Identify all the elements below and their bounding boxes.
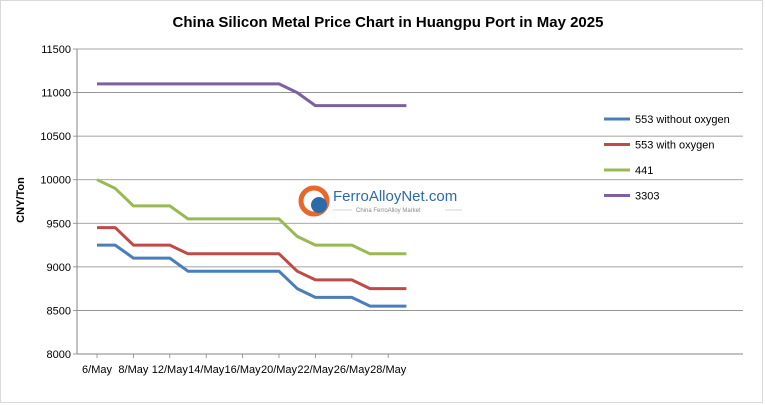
- x-tick-label: 8/May: [118, 364, 148, 376]
- series-line-3: [96, 178, 407, 256]
- legend: 553 without oxygen 553 with oxygen 441 3303: [604, 114, 730, 203]
- legend-label-2: 553 with oxygen: [635, 140, 715, 152]
- y-axis-title: CNY/Ton: [15, 177, 27, 223]
- series-line-4: [97, 82, 407, 108]
- y-tick-label: 9500: [47, 218, 71, 230]
- axes: [76, 49, 743, 355]
- logo-core-icon: [311, 197, 327, 213]
- watermark-name: FerroAlloyNet.com: [333, 188, 457, 205]
- x-tick-label: 20/May: [261, 364, 298, 376]
- x-tick-label: 28/May: [370, 364, 407, 376]
- series-line-2: [97, 226, 407, 291]
- watermark-tagline: China FerroAlloy Market: [356, 208, 421, 214]
- x-tick-label: 22/May: [297, 364, 334, 376]
- legend-label-3: 441: [635, 165, 653, 177]
- y-tick-label: 11500: [41, 44, 71, 56]
- y-tick-label: 10500: [40, 131, 71, 143]
- x-tick-label: 26/May: [334, 364, 371, 376]
- legend-label-1: 553 without oxygen: [635, 114, 730, 126]
- legend-label-4: 3303: [635, 191, 659, 203]
- watermark-logo: FerroAlloyNet.com China FerroAlloy Marke…: [298, 185, 462, 217]
- chart-title: China Silicon Metal Price Chart in Huang…: [173, 14, 604, 31]
- series-lines: [96, 82, 407, 308]
- series-line-1: [97, 243, 407, 308]
- x-tick-label: 14/May: [188, 364, 225, 376]
- y-tick-label: 10000: [40, 175, 71, 187]
- y-tick-label: 8000: [47, 349, 71, 361]
- y-axis-ticks: 8000 8500 9000 9500 10000 10500 11000 11500: [40, 44, 77, 361]
- x-tick-label: 6/May: [82, 364, 112, 376]
- logo-ring-icon: [298, 185, 330, 217]
- y-tick-label: 8500: [47, 305, 71, 317]
- x-axis-ticks: 6/May 8/May 12/May 14/May 16/May 20/May 22/May…: [82, 354, 407, 376]
- x-tick-label: 16/May: [225, 364, 262, 376]
- x-tick-label: 12/May: [152, 364, 189, 376]
- y-tick-label: 11000: [41, 88, 71, 100]
- y-tick-label: 9000: [47, 262, 71, 274]
